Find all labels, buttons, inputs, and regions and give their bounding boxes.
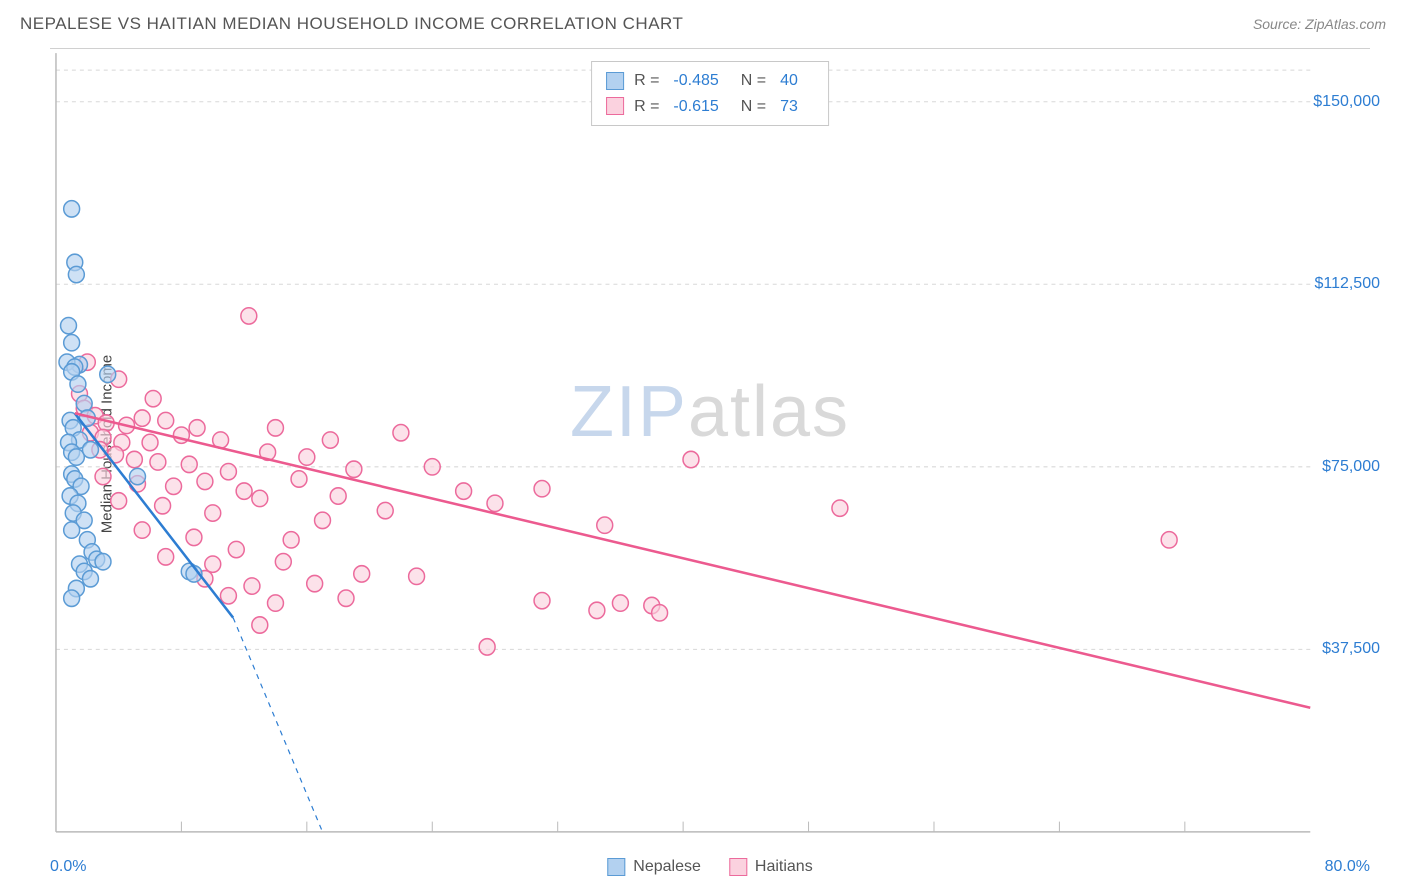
swatch-nepalese: [606, 72, 624, 90]
y-tick-label: $75,000: [1322, 458, 1380, 476]
legend-item-nepalese: Nepalese: [607, 858, 701, 876]
legend-item-haitians: Haitians: [729, 858, 813, 876]
chart-title: NEPALESE VS HAITIAN MEDIAN HOUSEHOLD INC…: [20, 14, 683, 34]
correlation-legend: R = -0.485 N = 40 R = -0.615 N = 73: [591, 61, 829, 126]
legend-row-nepalese: R = -0.485 N = 40: [606, 68, 810, 94]
swatch-haitians-bottom: [729, 858, 747, 876]
x-axis-max: 80.0%: [1325, 858, 1370, 876]
legend-label: Nepalese: [633, 858, 701, 876]
scatter-plot-svg: [50, 49, 1370, 838]
swatch-haitians: [606, 97, 624, 115]
source-attribution: Source: ZipAtlas.com: [1253, 16, 1386, 32]
y-tick-label: $37,500: [1322, 640, 1380, 658]
legend-label: Haitians: [755, 858, 813, 876]
x-axis-min: 0.0%: [50, 858, 86, 876]
y-tick-label: $150,000: [1313, 93, 1380, 111]
chart-container: NEPALESE VS HAITIAN MEDIAN HOUSEHOLD INC…: [0, 0, 1406, 892]
swatch-nepalese-bottom: [607, 858, 625, 876]
chart-area: Median Household Income ZIPatlas R = -0.…: [50, 48, 1370, 838]
chart-header: NEPALESE VS HAITIAN MEDIAN HOUSEHOLD INC…: [20, 14, 1386, 34]
series-legend: Nepalese Haitians: [607, 858, 812, 876]
legend-row-haitians: R = -0.615 N = 73: [606, 94, 810, 120]
y-tick-label: $112,500: [1314, 275, 1380, 293]
